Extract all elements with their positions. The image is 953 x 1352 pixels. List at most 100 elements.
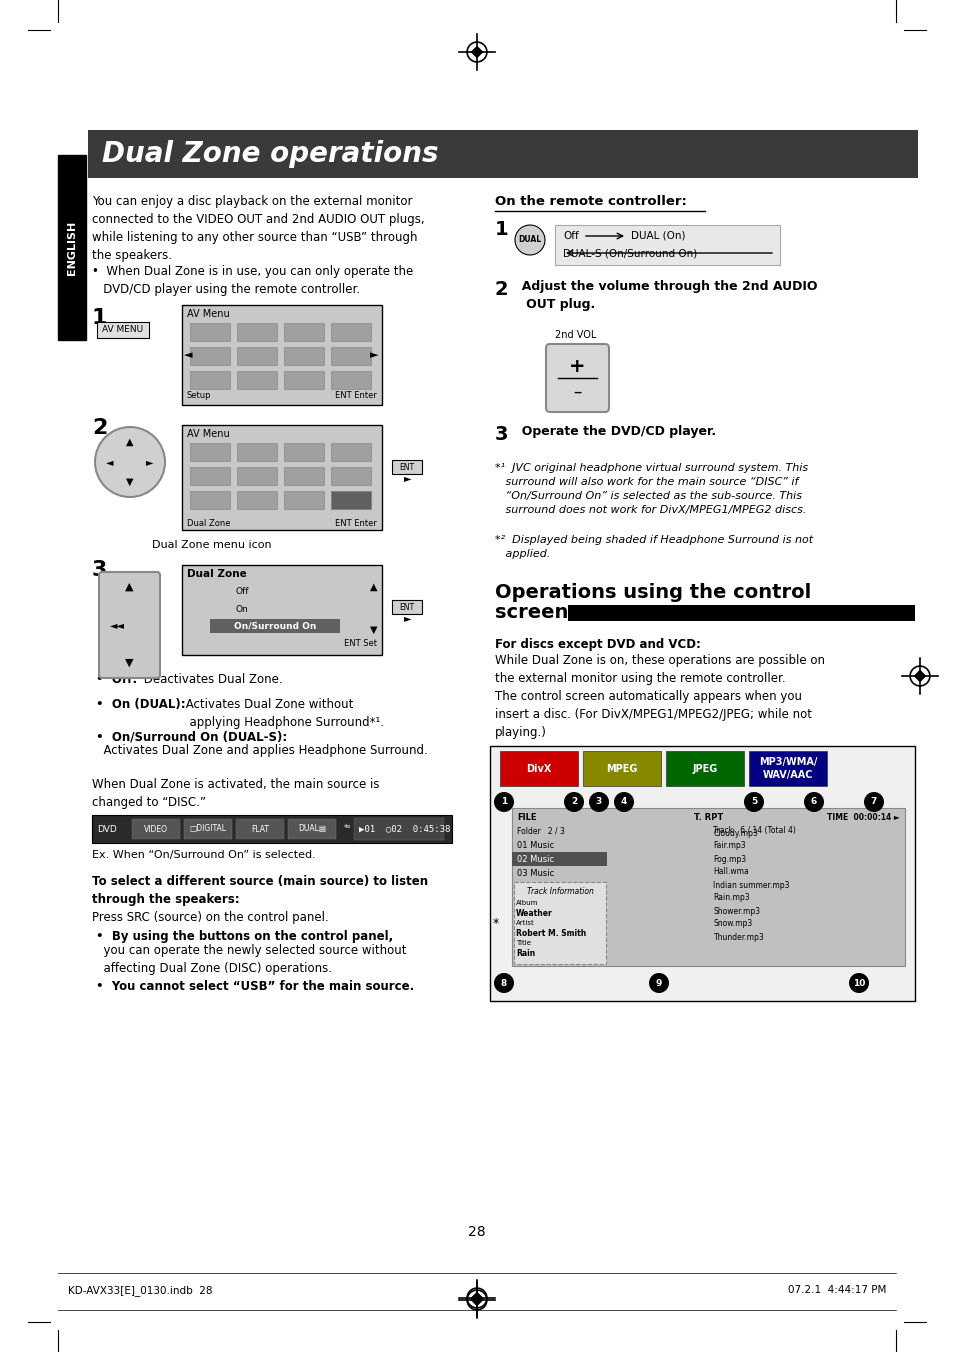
Text: 07.2.1  4:44:17 PM: 07.2.1 4:44:17 PM xyxy=(787,1284,885,1295)
Text: While Dual Zone is on, these operations are possible on
the external monitor usi: While Dual Zone is on, these operations … xyxy=(495,654,824,740)
Text: 01 Music: 01 Music xyxy=(517,841,554,849)
Bar xyxy=(235,819,284,840)
Text: ENT: ENT xyxy=(399,462,415,472)
Text: Rain.mp3: Rain.mp3 xyxy=(713,894,749,903)
Text: Dual Zone: Dual Zone xyxy=(187,519,231,527)
Text: On: On xyxy=(235,604,248,614)
Text: ▼: ▼ xyxy=(125,658,133,668)
Text: Rain: Rain xyxy=(516,949,535,959)
Text: ▲: ▲ xyxy=(126,437,133,448)
Polygon shape xyxy=(471,46,482,57)
Text: ◄: ◄ xyxy=(106,457,113,466)
Text: DivX: DivX xyxy=(526,764,551,773)
Text: ►: ► xyxy=(146,457,153,466)
Text: •  Off:: • Off: xyxy=(96,673,137,685)
Bar xyxy=(190,370,230,389)
Text: ▲: ▲ xyxy=(370,581,377,592)
Text: □DIGITAL: □DIGITAL xyxy=(190,825,226,833)
Bar xyxy=(331,466,371,485)
Text: *¹  JVC original headphone virtual surround system. This
   surround will also w: *¹ JVC original headphone virtual surrou… xyxy=(495,462,807,515)
Bar xyxy=(490,746,914,1000)
Bar xyxy=(236,443,276,461)
Bar xyxy=(182,306,381,406)
Text: VIDEO: VIDEO xyxy=(144,825,168,833)
Text: Track Information: Track Information xyxy=(526,887,593,896)
Text: ENT Enter: ENT Enter xyxy=(335,391,376,399)
Text: +: + xyxy=(569,357,585,376)
Text: On/Surround On: On/Surround On xyxy=(233,622,315,630)
Bar xyxy=(284,466,324,485)
Text: Indian summer.mp3: Indian summer.mp3 xyxy=(713,880,789,890)
Text: Title: Title xyxy=(516,940,531,946)
FancyBboxPatch shape xyxy=(545,343,608,412)
Circle shape xyxy=(648,973,668,992)
Text: Off: Off xyxy=(562,231,578,241)
Polygon shape xyxy=(471,1295,482,1306)
Text: 03 Music: 03 Music xyxy=(517,868,554,877)
Text: Fair.mp3: Fair.mp3 xyxy=(713,841,745,850)
Text: You can enjoy a disc playback on the external monitor
connected to the VIDEO OUT: You can enjoy a disc playback on the ext… xyxy=(91,195,424,262)
Text: 2: 2 xyxy=(91,418,108,438)
Text: ►: ► xyxy=(404,473,412,483)
Bar xyxy=(184,819,232,840)
Text: MPEG: MPEG xyxy=(606,764,637,773)
Text: Artist: Artist xyxy=(516,919,535,926)
Text: screen: screen xyxy=(495,603,568,622)
Bar xyxy=(331,443,371,461)
Text: Setup: Setup xyxy=(187,391,212,399)
Text: DUAL: DUAL xyxy=(517,235,541,245)
Text: 28: 28 xyxy=(468,1225,485,1238)
Text: Dual Zone menu icon: Dual Zone menu icon xyxy=(152,539,272,550)
Text: FILE: FILE xyxy=(517,813,536,822)
Text: 2: 2 xyxy=(570,798,577,807)
Text: 1: 1 xyxy=(91,308,108,329)
Text: 2: 2 xyxy=(495,280,508,299)
Bar xyxy=(284,443,324,461)
Text: JPEG: JPEG xyxy=(692,764,717,773)
Text: –: – xyxy=(573,383,581,402)
Bar xyxy=(236,347,276,365)
Text: 1: 1 xyxy=(500,798,507,807)
Text: 2nd VOL: 2nd VOL xyxy=(555,330,596,339)
Text: 5: 5 xyxy=(750,798,757,807)
Circle shape xyxy=(494,792,514,813)
Bar xyxy=(190,491,230,508)
Circle shape xyxy=(743,792,763,813)
Text: ◄◄: ◄◄ xyxy=(110,621,125,630)
Text: Dual Zone operations: Dual Zone operations xyxy=(102,141,438,168)
Text: Activates Dual Zone without
  applying Headphone Surround*¹.: Activates Dual Zone without applying Hea… xyxy=(182,698,384,729)
Text: Fog.mp3: Fog.mp3 xyxy=(713,854,746,864)
Text: AV Menu: AV Menu xyxy=(187,310,230,319)
Circle shape xyxy=(614,792,634,813)
Bar xyxy=(58,155,86,339)
Text: Thunder.mp3: Thunder.mp3 xyxy=(713,933,763,941)
Bar xyxy=(190,347,230,365)
Bar xyxy=(236,323,276,341)
Bar xyxy=(582,750,660,786)
Text: 02 Music: 02 Music xyxy=(517,854,554,864)
Text: ENT Enter: ENT Enter xyxy=(335,519,376,527)
Text: Operate the DVD/CD player.: Operate the DVD/CD player. xyxy=(513,425,716,438)
Text: DVD: DVD xyxy=(97,825,116,833)
Text: •  On/Surround On (DUAL-S):: • On/Surround On (DUAL-S): xyxy=(96,730,287,744)
Bar xyxy=(354,818,443,840)
Text: Activates Dual Zone and applies Headphone Surround.: Activates Dual Zone and applies Headphon… xyxy=(96,744,427,757)
Text: ▼: ▼ xyxy=(126,477,133,487)
Bar xyxy=(97,322,149,338)
Circle shape xyxy=(563,792,583,813)
Bar xyxy=(567,604,914,621)
Text: FLAT: FLAT xyxy=(251,825,269,833)
Bar xyxy=(190,323,230,341)
Text: Off: Off xyxy=(235,588,249,596)
Circle shape xyxy=(588,792,608,813)
Text: 1: 1 xyxy=(495,220,508,239)
Text: 6: 6 xyxy=(810,798,817,807)
Bar xyxy=(331,323,371,341)
Text: ▶01  ○02  0:45:38: ▶01 ○02 0:45:38 xyxy=(358,825,450,833)
Bar xyxy=(665,750,743,786)
Text: When Dual Zone is activated, the main source is
changed to “DISC.”: When Dual Zone is activated, the main so… xyxy=(91,777,379,808)
Text: On the remote controller:: On the remote controller: xyxy=(495,195,686,208)
Circle shape xyxy=(863,792,883,813)
Text: ▲: ▲ xyxy=(125,581,133,592)
Bar xyxy=(514,882,605,964)
